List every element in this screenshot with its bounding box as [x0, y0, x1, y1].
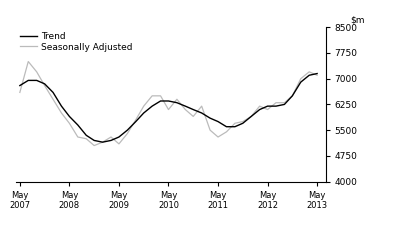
Legend: Trend, Seasonally Adjusted: Trend, Seasonally Adjusted — [20, 32, 133, 52]
Text: $m: $m — [350, 15, 364, 25]
